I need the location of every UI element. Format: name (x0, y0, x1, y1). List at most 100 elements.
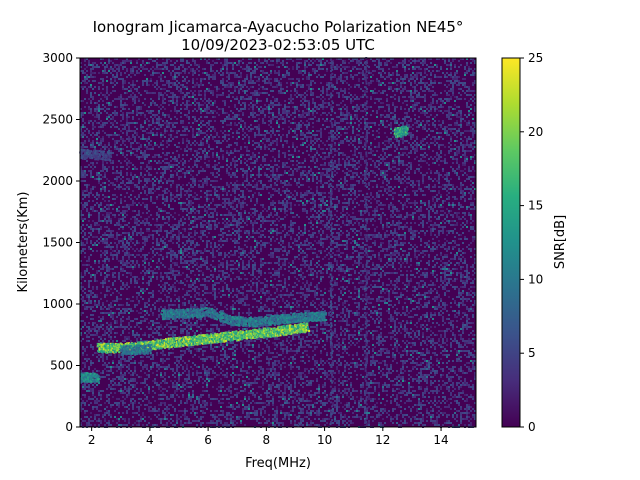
noise-cell (462, 150, 464, 152)
noise-cell (226, 80, 228, 82)
noise-cell (348, 70, 350, 72)
noise-cell (414, 170, 416, 172)
noise-cell (138, 188, 140, 190)
noise-cell (180, 116, 182, 118)
noise-cell (92, 122, 94, 124)
noise-cell (406, 122, 408, 124)
noise-cell (306, 126, 308, 128)
noise-cell (296, 146, 298, 148)
noise-cell (378, 178, 380, 180)
noise-cell (178, 74, 180, 76)
noise-cell (136, 148, 138, 150)
noise-cell (438, 124, 440, 126)
noise-cell (350, 150, 352, 152)
noise-cell (108, 136, 110, 138)
noise-cell (116, 178, 118, 180)
noise-cell (400, 178, 402, 180)
noise-cell (218, 142, 220, 144)
noise-cell (82, 136, 84, 138)
noise-cell (104, 176, 106, 178)
noise-cell (432, 98, 434, 100)
noise-cell (270, 90, 272, 92)
noise-cell (154, 168, 156, 170)
noise-cell (346, 162, 348, 164)
noise-cell (102, 186, 104, 188)
noise-cell (96, 108, 98, 110)
noise-cell (468, 178, 470, 180)
noise-cell (172, 176, 174, 178)
noise-cell (402, 148, 404, 150)
noise-cell (472, 156, 474, 158)
noise-cell (474, 74, 476, 76)
noise-cell (182, 80, 184, 82)
noise-cell (94, 108, 96, 110)
noise-cell (186, 102, 188, 104)
noise-cell (414, 90, 416, 92)
noise-cell (274, 70, 276, 72)
noise-cell (262, 142, 264, 144)
noise-cell (464, 162, 466, 164)
noise-cell (378, 108, 380, 110)
noise-cell (164, 130, 166, 132)
noise-cell (384, 176, 386, 178)
noise-cell (278, 90, 280, 92)
noise-cell (250, 130, 252, 132)
noise-cell (386, 98, 388, 100)
noise-cell (88, 184, 90, 186)
noise-cell (210, 130, 212, 132)
noise-cell (322, 184, 324, 186)
noise-cell (284, 110, 286, 112)
noise-cell (130, 144, 132, 146)
noise-cell (452, 128, 454, 130)
noise-cell (430, 78, 432, 80)
noise-cell (452, 78, 454, 80)
noise-cell (284, 66, 286, 68)
noise-cell (208, 150, 210, 152)
noise-cell (278, 84, 280, 86)
noise-cell (414, 60, 416, 62)
noise-cell (222, 112, 224, 114)
noise-cell (200, 78, 202, 80)
noise-cell (132, 96, 134, 98)
noise-cell (132, 152, 134, 154)
noise-cell (468, 106, 470, 108)
noise-cell (404, 108, 406, 110)
noise-cell (422, 176, 424, 178)
noise-cell (400, 106, 402, 108)
noise-cell (360, 104, 362, 106)
noise-cell (86, 166, 88, 168)
noise-cell (192, 68, 194, 70)
noise-cell (334, 76, 336, 78)
noise-cell (134, 94, 136, 96)
noise-cell (390, 78, 392, 80)
noise-cell (338, 132, 340, 134)
noise-cell (150, 132, 152, 134)
noise-cell (158, 118, 160, 120)
noise-cell (316, 188, 318, 190)
noise-cell (128, 186, 130, 188)
noise-cell (142, 176, 144, 178)
noise-cell (336, 166, 338, 168)
noise-cell (132, 68, 134, 70)
noise-cell (240, 168, 242, 170)
noise-cell (298, 178, 300, 180)
noise-cell (388, 188, 390, 190)
noise-cell (248, 150, 250, 152)
noise-cell (314, 142, 316, 144)
noise-cell (200, 90, 202, 92)
noise-cell (460, 138, 462, 140)
noise-cell (234, 182, 236, 184)
noise-cell (162, 174, 164, 176)
noise-cell (144, 146, 146, 148)
noise-cell (368, 128, 370, 130)
noise-cell (146, 170, 148, 172)
noise-cell (242, 112, 244, 114)
noise-cell (182, 98, 184, 100)
noise-cell (168, 114, 170, 116)
noise-cell (292, 156, 294, 158)
noise-cell (312, 102, 314, 104)
noise-cell (154, 68, 156, 70)
noise-cell (420, 72, 422, 74)
noise-cell (212, 126, 214, 128)
noise-cell (92, 88, 94, 90)
